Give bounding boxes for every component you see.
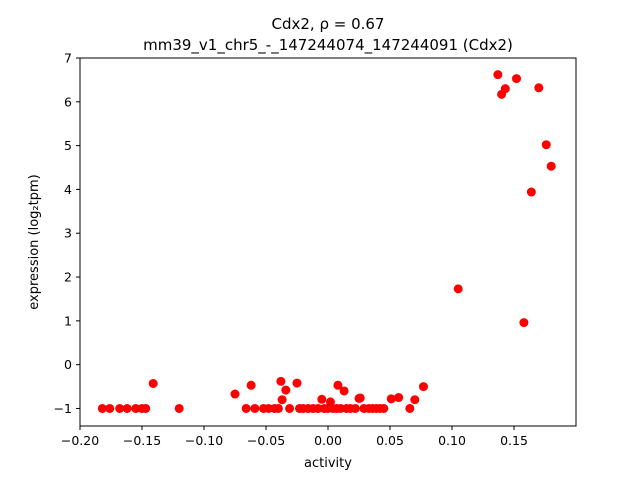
data-point [519,318,529,328]
data-point [285,403,295,413]
data-point [335,403,345,413]
chart-title-line2: mm39_v1_chr5_-_147244074_147244091 (Cdx2… [143,36,513,55]
data-point [350,403,360,413]
data-point [394,393,404,403]
data-point [339,386,349,396]
data-point [534,83,544,93]
data-point [105,403,115,413]
data-point [511,74,521,84]
data-point [250,403,260,413]
data-point [355,393,365,403]
data-point [122,403,132,413]
data-point [317,394,327,404]
y-tick-label: 7 [64,51,72,66]
data-point [313,403,323,413]
data-point [273,403,283,413]
y-tick-label: 4 [64,182,72,197]
y-tick-label: 0 [64,357,72,372]
data-point [263,403,273,413]
data-point [379,403,389,413]
data-point [131,403,141,413]
data-point [230,389,240,399]
data-point [541,140,551,150]
x-axis-ticks: −0.20 −0.15 −0.10 −0.05 0.00 0.05 0.10 0.15 [61,426,528,448]
data-point [292,378,302,388]
data-point [277,395,287,405]
y-axis-label: expression (log₂tpm) [27,174,42,309]
y-tick-label: 6 [64,94,72,109]
data-point [493,70,503,80]
y-axis-ticks: −1 0 1 2 3 4 5 6 7 [54,51,80,416]
data-point [386,394,396,404]
data-point [500,84,510,94]
x-tick-label: −0.15 [123,433,161,448]
y-tick-label: 1 [64,313,72,328]
data-point [418,382,428,392]
data-point [246,380,256,390]
x-axis-label: activity [304,456,352,471]
data-point [97,403,107,413]
plot-frame [79,57,577,427]
data-point [281,385,291,395]
x-tick-label: −0.20 [61,433,99,448]
x-tick-label: 0.05 [376,433,404,448]
x-tick-label: 0.10 [438,433,466,448]
data-point [141,403,151,413]
data-point [174,403,184,413]
data-points [97,70,556,413]
data-point [276,376,286,386]
y-tick-label: 5 [64,138,72,153]
x-tick-label: 0.15 [500,433,528,448]
x-tick-label: 0.00 [314,433,342,448]
data-point [453,284,463,294]
x-tick-label: −0.10 [185,433,223,448]
y-tick-label: −1 [54,401,72,416]
data-point [148,379,158,389]
data-point [241,403,251,413]
data-point [333,380,343,390]
x-tick-label: −0.05 [247,433,285,448]
data-point [546,161,556,171]
data-point [115,403,125,413]
y-tick-label: 2 [64,270,72,285]
data-point [405,403,415,413]
y-tick-label: 3 [64,226,72,241]
data-point [410,395,420,405]
chart-title-line1: Cdx2, ρ = 0.67 [272,15,385,33]
data-point [526,187,536,197]
